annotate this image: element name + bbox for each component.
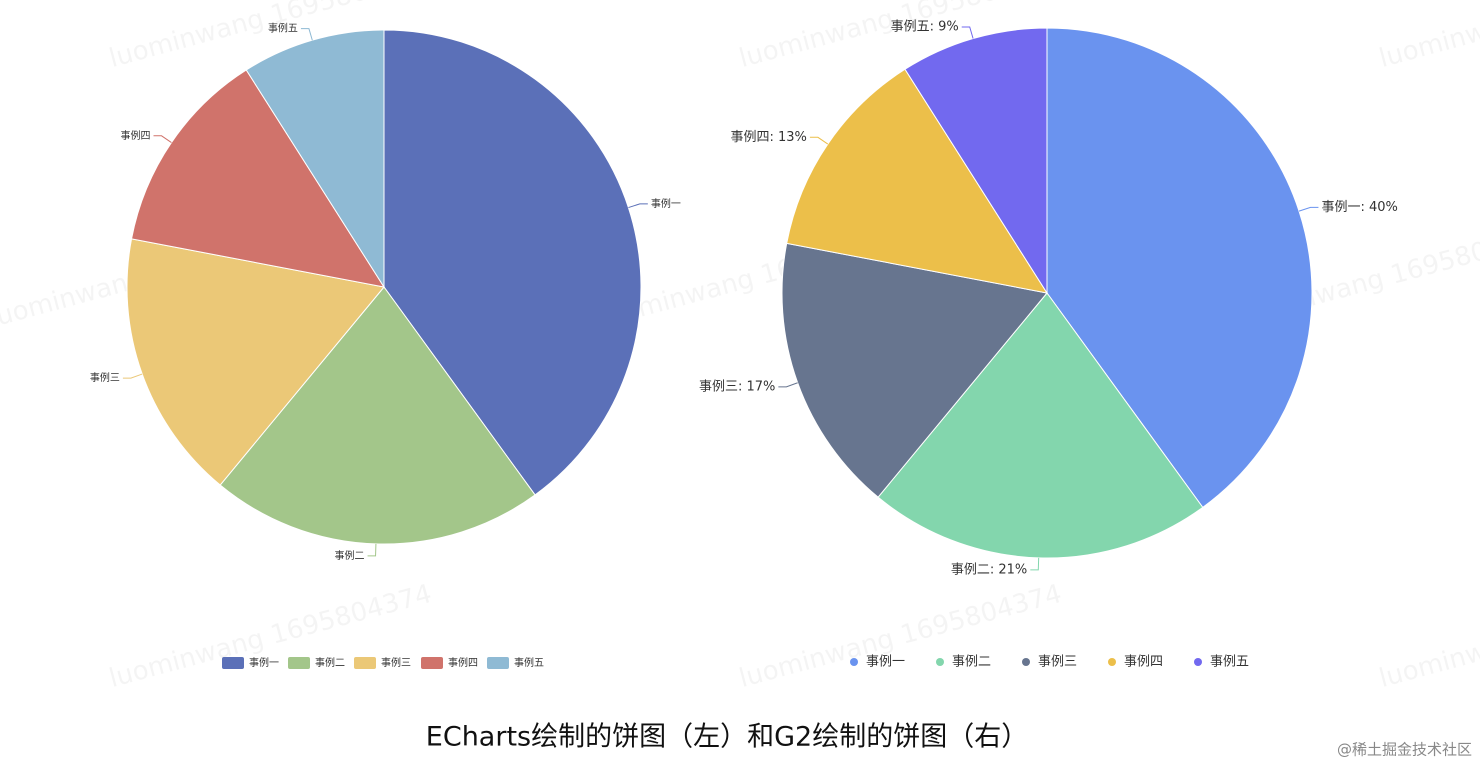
pie-slice [781,242,1048,498]
pie-slice [383,29,642,496]
credit: @稀土掘金技术社区 [1337,741,1472,759]
watermark: luominwang 1695804374 [106,579,435,694]
pie-slice [245,29,385,289]
slice-label: 事例三: 17% [699,379,775,394]
pie-slice [786,68,1049,294]
slice-label: 事例五: 9% [891,19,959,34]
legend-label: 事例四 [448,656,478,669]
pie-slice [126,238,385,486]
legend-label: 事例二 [952,655,991,670]
pie-slice [219,286,536,545]
pie-slice [130,69,386,288]
leader-line [628,203,648,209]
slice-label: 事例一 [651,197,681,210]
leader-line [1030,557,1040,571]
pie-slice [904,27,1048,295]
legend-label: 事例一 [249,656,279,669]
caption: ECharts绘制的饼图（左）和G2绘制的饼图（右） [426,722,1028,753]
legend-marker [288,657,310,669]
leader-line [809,136,829,145]
leader-line [300,28,313,41]
leader-line [778,382,798,388]
legend-marker [222,657,244,669]
legend-marker [1022,658,1030,666]
legend-label: 事例二 [315,656,345,669]
leader-line [153,135,172,143]
slice-label: 事例二: 21% [951,562,1027,577]
pie-slice [1046,27,1313,509]
legend-marker [354,657,376,669]
legend-label: 事例五 [514,656,544,669]
slice-label: 事例五 [268,22,298,35]
watermark: luominwang 1695804374 [1376,579,1480,694]
legend-marker [1194,658,1202,666]
legend-marker [421,657,443,669]
legend-label: 事例三 [381,656,411,669]
slice-label: 事例二 [335,549,365,562]
legend-marker [850,658,858,666]
legend-label: 事例三 [1038,655,1077,670]
legend-marker [936,658,944,666]
legend-label: 事例一 [866,655,905,670]
leader-line [122,373,143,379]
leader-line [1298,206,1319,212]
legend-label: 事例四 [1124,655,1163,670]
watermark: luominwang 1695804374 [1376,0,1480,74]
watermark: luominwang 1695804374 [736,579,1065,694]
pie-slice [877,292,1204,559]
legend-marker [487,657,509,669]
legend-marker [1108,658,1116,666]
leader-line [367,543,377,557]
slice-label: 事例一: 40% [1321,200,1397,215]
leader-line [961,26,974,39]
slice-label: 事例四: 13% [730,130,806,145]
slice-label: 事例四 [121,129,151,142]
legend-label: 事例五 [1210,655,1249,670]
slice-label: 事例三 [90,371,120,384]
